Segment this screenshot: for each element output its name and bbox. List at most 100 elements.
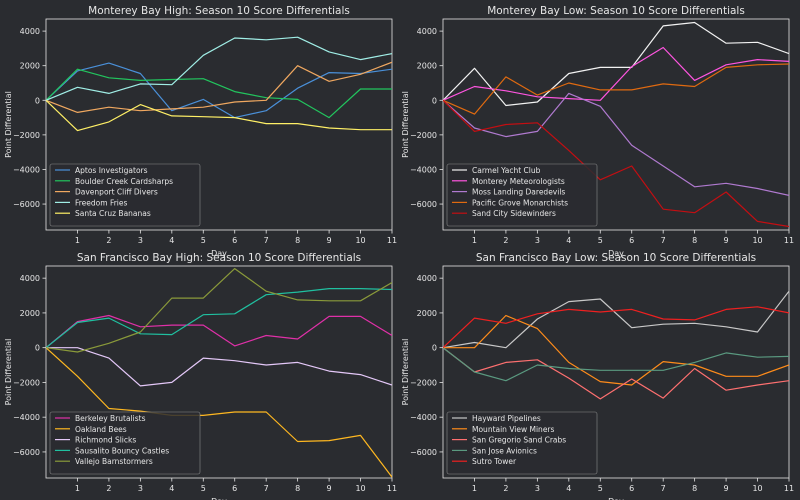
legend-label: Vallejo Barnstormers xyxy=(75,457,153,466)
legend-label: Aptos Investigators xyxy=(75,166,148,175)
y-tick-label: 4000 xyxy=(20,274,40,283)
y-tick-label: −6000 xyxy=(13,448,40,457)
x-tick-label: 7 xyxy=(264,484,269,493)
y-tick-label: 0 xyxy=(35,96,40,105)
y-tick-label: 2000 xyxy=(417,62,437,71)
chart-title: Monterey Bay High: Season 10 Score Diffe… xyxy=(88,5,350,17)
series-line-hayward-pipelines xyxy=(443,290,789,349)
legend-label: San Jose Avionics xyxy=(472,446,537,455)
series-line-boulder-creek-cardsharps xyxy=(46,68,392,119)
y-tick-label: −6000 xyxy=(13,200,40,209)
series-line-sausalito-bouncy-castles xyxy=(46,288,392,349)
legend-label: Hayward Pipelines xyxy=(472,414,541,423)
series-line-carmel-yacht-club xyxy=(443,21,789,107)
legend-label: Richmond Slicks xyxy=(75,436,136,445)
chart-panel-1: Monterey Bay High: Season 10 Score Diffe… xyxy=(4,5,397,258)
x-tick-label: 4 xyxy=(566,484,571,493)
x-tick-label: 7 xyxy=(264,236,269,245)
x-tick-label: 8 xyxy=(295,236,300,245)
y-tick-label: −2000 xyxy=(410,131,437,140)
y-tick-label: −2000 xyxy=(13,131,40,140)
legend-label: Boulder Creek Cardsharps xyxy=(75,177,173,186)
x-axis-label: Day xyxy=(608,249,624,258)
x-tick-label: 9 xyxy=(724,484,729,493)
y-tick-label: 4000 xyxy=(20,27,40,36)
legend-label: Freedom Fries xyxy=(75,198,128,207)
x-tick-label: 3 xyxy=(138,484,143,493)
series-line-freedom-fries xyxy=(46,36,392,101)
y-tick-label: 2000 xyxy=(20,309,40,318)
y-tick-label: −4000 xyxy=(13,165,40,174)
x-tick-label: 2 xyxy=(106,236,111,245)
series-line-davenport-cliff-divers xyxy=(46,61,392,114)
legend: Berkeley Brutalists Oakland Bees Richmond … xyxy=(49,411,201,475)
x-tick-label: 10 xyxy=(355,484,365,493)
y-tick-label: −2000 xyxy=(13,378,40,387)
legend: Carmel Yacht Club Monterey Meteorologists… xyxy=(446,163,598,227)
chart-title: San Francisco Bay Low: Season 10 Score D… xyxy=(476,252,756,264)
x-tick-label: 2 xyxy=(106,484,111,493)
y-tick-label: 0 xyxy=(432,96,437,105)
legend: Hayward Pipelines Mountain View Miners San… xyxy=(446,411,598,475)
x-tick-label: 10 xyxy=(355,236,365,245)
legend-box xyxy=(49,411,201,475)
x-tick-label: 11 xyxy=(387,236,397,245)
series-line-sand-city-sidewinders xyxy=(443,99,789,228)
x-tick-label: 3 xyxy=(535,484,540,493)
y-tick-label: 0 xyxy=(35,344,40,353)
x-tick-label: 3 xyxy=(535,236,540,245)
series-line-vallejo-barnstormers xyxy=(46,268,392,353)
axes-frame xyxy=(45,265,393,479)
y-tick-label: −4000 xyxy=(410,165,437,174)
axes-frame xyxy=(442,18,790,231)
series-line-san-jose-avionics xyxy=(443,347,789,382)
chart-panel-2: Monterey Bay Low: Season 10 Score Differ… xyxy=(401,5,794,258)
x-tick-label: 9 xyxy=(327,236,332,245)
legend-label: Monterey Meteorologists xyxy=(472,177,565,186)
legend-label: Santa Cruz Bananas xyxy=(75,209,151,218)
series-line-berkeley-brutalists xyxy=(46,314,392,349)
x-tick-label: 11 xyxy=(784,236,794,245)
y-tick-label: −6000 xyxy=(410,200,437,209)
x-tick-label: 11 xyxy=(387,484,397,493)
legend-box xyxy=(446,163,598,227)
legend-label: Carmel Yacht Club xyxy=(472,166,541,175)
x-tick-label: 9 xyxy=(327,484,332,493)
x-tick-label: 5 xyxy=(598,236,603,245)
x-tick-label: 6 xyxy=(232,236,237,245)
axes-frame xyxy=(45,18,393,231)
x-axis-label: Day xyxy=(608,497,624,500)
y-axis-label: Point Differential xyxy=(401,339,410,406)
y-tick-label: 4000 xyxy=(417,27,437,36)
legend-label: Sand City Sidewinders xyxy=(472,209,556,218)
x-tick-label: 11 xyxy=(784,484,794,493)
x-tick-label: 10 xyxy=(752,484,762,493)
x-tick-label: 1 xyxy=(75,484,80,493)
legend-label: Mountain View Miners xyxy=(472,425,555,434)
chart-panel-4: San Francisco Bay Low: Season 10 Score D… xyxy=(401,252,794,500)
series-line-moss-landing-daredevils xyxy=(443,92,789,196)
legend-label: Pacific Grove Monarchists xyxy=(472,198,568,207)
x-tick-label: 5 xyxy=(201,484,206,493)
legend: Aptos Investigators Boulder Creek Cardsha… xyxy=(49,163,201,227)
chart-title: Monterey Bay Low: Season 10 Score Differ… xyxy=(487,5,745,17)
series-line-aptos-investigators xyxy=(46,62,392,119)
y-axis-label: Point Differential xyxy=(401,91,410,158)
x-tick-label: 6 xyxy=(232,484,237,493)
legend-label: Berkeley Brutalists xyxy=(75,414,146,423)
y-tick-label: 0 xyxy=(432,344,437,353)
y-tick-label: 2000 xyxy=(20,62,40,71)
x-tick-label: 2 xyxy=(503,484,508,493)
y-axis-label: Point Differential xyxy=(4,339,13,406)
x-tick-label: 1 xyxy=(75,236,80,245)
legend-label: San Gregorio Sand Crabs xyxy=(472,436,566,445)
series-line-oakland-bees xyxy=(46,347,392,478)
legend-box xyxy=(49,163,201,227)
series-line-sutro-tower xyxy=(443,306,789,349)
x-tick-label: 4 xyxy=(566,236,571,245)
x-tick-label: 8 xyxy=(295,484,300,493)
x-tick-label: 5 xyxy=(598,484,603,493)
legend-label: Sausalito Bouncy Castles xyxy=(75,446,169,455)
axes-frame xyxy=(442,265,790,479)
